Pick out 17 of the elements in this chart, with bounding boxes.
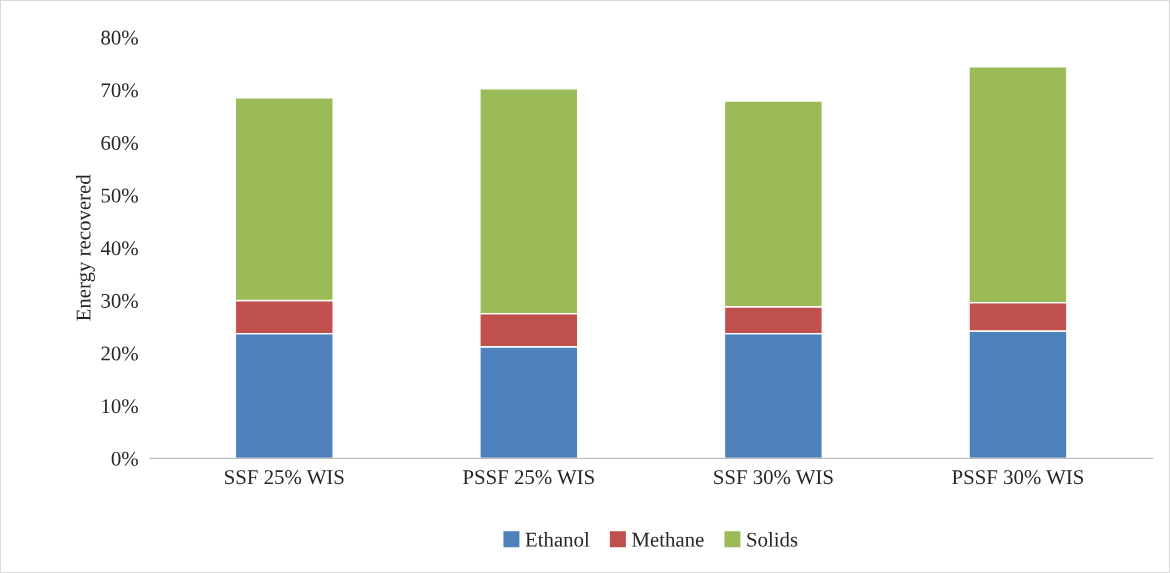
legend-label: Ethanol [525,532,590,547]
y-tick-label: 80% [101,30,138,45]
x-tick-label: SSF 25% WIS [225,470,344,485]
y-tick-label: 30% [101,293,138,308]
y-tick-label: 50% [101,188,138,203]
y-tick-label: 40% [100,241,138,256]
y-tick-label: 10% [102,399,138,414]
x-tick-label: SSF 30% WIS [714,470,833,485]
x-tick-label: PSSF 30% WIS [952,470,1084,485]
legend-label: Methane [632,532,704,547]
y-tick-label: 20% [101,346,138,361]
y-tick-label: 0% [111,451,138,466]
y-tick-label: 70% [101,83,138,98]
y-tick-label: 60% [101,135,138,151]
legend-label: Solids [747,532,798,547]
y-axis-title: Energy recovered [75,174,95,321]
x-tick-label: PSSF 25% WIS [463,470,594,485]
